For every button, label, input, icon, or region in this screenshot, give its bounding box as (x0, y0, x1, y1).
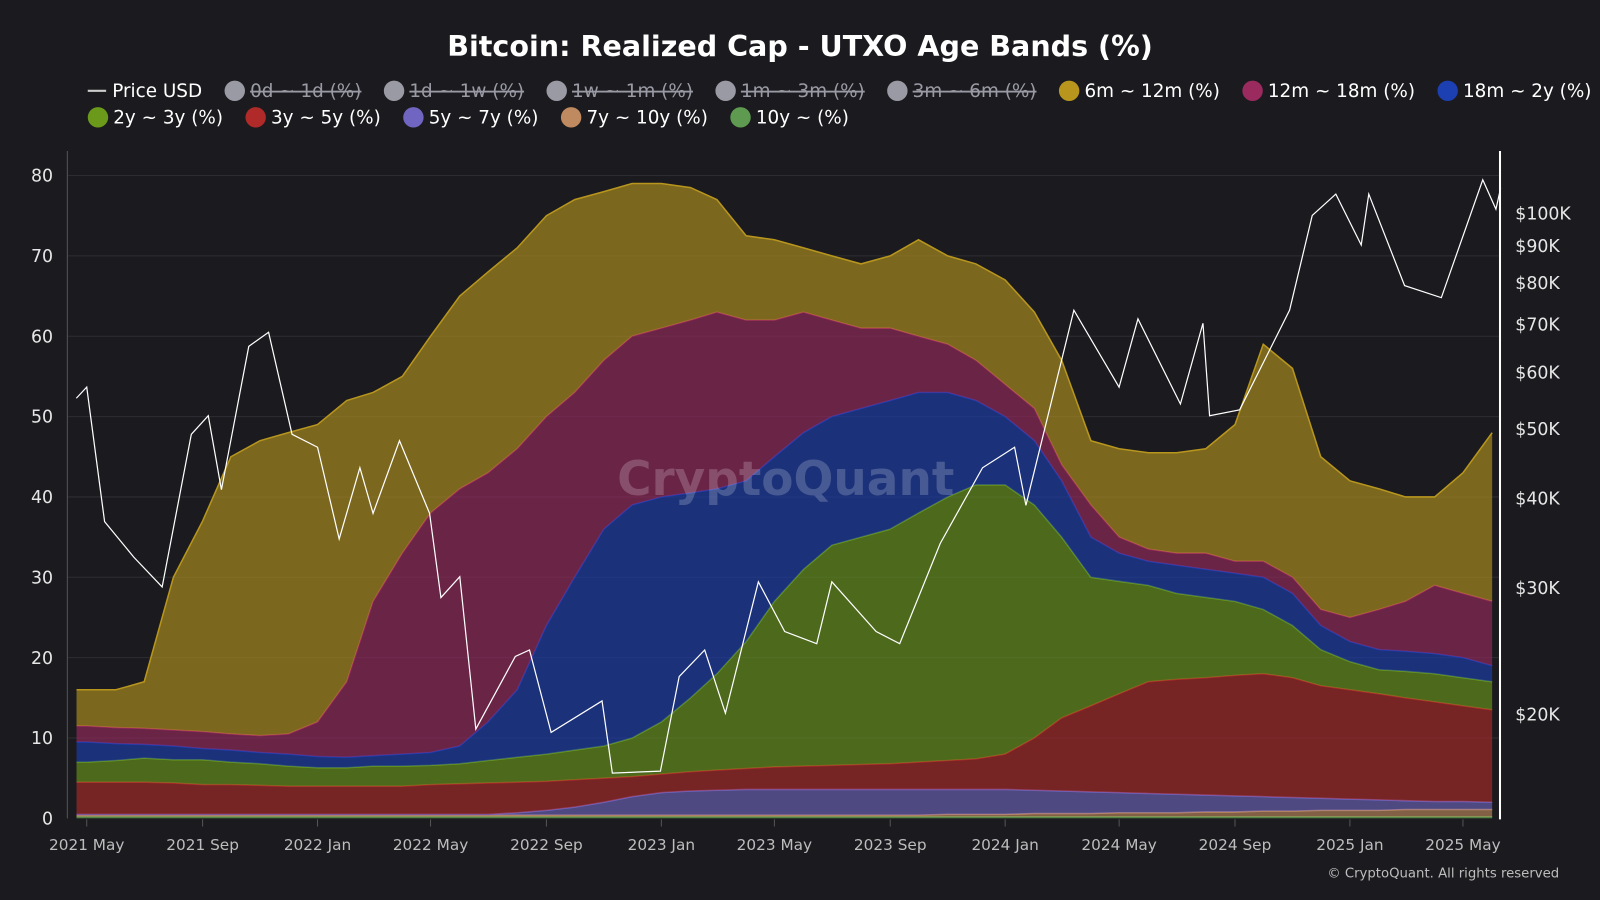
x-tick-label: 2022 Sep (510, 836, 583, 854)
legend-item[interactable]: 1d ~ 1w (%) (383, 80, 524, 102)
circle-swatch-icon (730, 107, 751, 128)
legend-label: 12m ~ 18m (%) (1268, 81, 1415, 102)
legend-item[interactable]: 10y ~ (%) (730, 107, 849, 128)
y-right-tick-label: $80K (1515, 274, 1560, 294)
x-tick-label: 2023 May (737, 836, 812, 854)
x-tick-label: 2025 Jan (1316, 836, 1383, 854)
stacked-areas (76, 182, 1493, 819)
y-right-tick-label: $70K (1515, 315, 1560, 335)
circle-swatch-icon (224, 80, 245, 102)
circle-swatch-icon (383, 80, 405, 102)
legend-item[interactable]: 5y ~ 7y (%) (403, 107, 538, 128)
legend-item[interactable]: 7y ~ 10y (%) (560, 107, 708, 128)
circle-swatch-icon (560, 107, 582, 128)
y-left-tick-label: 80 (31, 167, 53, 187)
y-left-tick-label: 10 (31, 729, 53, 749)
y-right-tick-label: $60K (1515, 363, 1560, 383)
copyright-footer: © CryptoQuant. All rights reserved (1327, 867, 1559, 882)
legend-item[interactable]: 2y ~ 3y (%) (87, 107, 223, 128)
legend-item[interactable]: 0d ~ 1d (%) (224, 80, 362, 102)
price-line-group (75, 178, 1502, 774)
area-5y-7y (76, 789, 1493, 816)
price-usd-line (75, 178, 1502, 774)
circle-swatch-icon (245, 107, 266, 128)
watermark: CryptoQuant (617, 452, 954, 507)
chart-title: Bitcoin: Realized Cap - UTXO Age Bands (… (447, 29, 1153, 63)
area-18m-2y (76, 392, 1493, 768)
y-left-tick-label: 70 (31, 247, 53, 267)
legend-item[interactable]: 3y ~ 5y (%) (245, 107, 381, 128)
y-left-tick-label: 50 (31, 408, 53, 428)
y-left-tick-label: 0 (42, 809, 53, 829)
circle-swatch-icon (715, 80, 736, 102)
area-7y-10y (76, 809, 1493, 817)
legend-label: 10y ~ (%) (756, 107, 849, 128)
y-left-tick-label: 20 (31, 649, 53, 669)
x-tick-label: 2022 May (393, 836, 468, 854)
x-tick-label: 2021 May (49, 836, 124, 854)
y-right-tick-label: $100K (1515, 204, 1571, 224)
legend-item[interactable]: 18m ~ 2y (%) (1437, 80, 1591, 102)
circle-swatch-icon (546, 80, 567, 102)
y-left-tick-label: 60 (31, 327, 53, 347)
x-tick-label: 2024 Sep (1199, 836, 1272, 854)
legend-label: 5y ~ 7y (%) (429, 107, 539, 128)
legend-item[interactable]: Price USD (87, 81, 202, 102)
area-3y-5y (76, 673, 1493, 815)
circle-swatch-icon (1058, 80, 1080, 102)
x-tick-label: 2023 Jan (628, 836, 695, 854)
x-tick-label: 2022 Jan (284, 836, 351, 854)
legend-item[interactable]: 1m ~ 3m (%) (715, 80, 865, 102)
x-tick-label: 2023 Sep (854, 836, 927, 854)
legend-label: 1d ~ 1w (%) (409, 81, 524, 102)
legend-label: 18m ~ 2y (%) (1463, 81, 1591, 102)
legend-label: Price USD (112, 81, 202, 102)
y-left-tick-label: 40 (31, 488, 53, 508)
legend-label: 7y ~ 10y (%) (586, 107, 707, 128)
legend-label: 0d ~ 1d (%) (250, 81, 361, 102)
legend-item[interactable]: 3m ~ 6m (%) (887, 80, 1037, 102)
y-right-tick-label: $40K (1515, 490, 1560, 510)
area-2y-3y (76, 484, 1493, 787)
x-tick-label: 2024 May (1081, 836, 1156, 854)
y-right-tick-label: $30K (1515, 579, 1560, 599)
circle-swatch-icon (1437, 80, 1458, 102)
circle-swatch-icon (403, 107, 424, 128)
circle-swatch-icon (1242, 80, 1263, 102)
y-left-tick-label: 30 (31, 568, 53, 588)
area-6m-12m (76, 183, 1493, 736)
legend-item[interactable]: 12m ~ 18m (%) (1242, 80, 1415, 102)
legend-label: 3m ~ 6m (%) (913, 81, 1037, 102)
x-tick-label: 2024 Jan (971, 836, 1038, 854)
x-tick-label: 2021 Sep (166, 836, 239, 854)
legend-label: 2y ~ 3y (%) (113, 107, 223, 128)
y-right-tick-label: $90K (1515, 237, 1560, 257)
legend-label: 3y ~ 5y (%) (271, 107, 381, 128)
legend: Price USD 0d ~ 1d (%) 1d ~ 1w (%) 1w ~ 1m (… (87, 80, 1591, 128)
circle-swatch-icon (887, 80, 908, 102)
legend-label: 6m ~ 12m (%) (1084, 81, 1219, 102)
legend-label: 1w ~ 1m (%) (572, 81, 693, 102)
legend-label: 1m ~ 3m (%) (741, 81, 865, 102)
axes: 0 10 20 30 40 50 60 70 80 $20K $30K $40K $50K $60K $70… (31, 167, 1571, 854)
area-12m-18m (76, 312, 1493, 758)
x-tick-label: 2025 May (1425, 836, 1500, 854)
legend-item[interactable]: 1w ~ 1m (%) (546, 80, 693, 102)
legend-item[interactable]: 6m ~ 12m (%) (1058, 80, 1220, 102)
circle-swatch-icon (87, 107, 109, 128)
y-right-tick-label: $20K (1515, 705, 1560, 725)
y-right-tick-label: $50K (1515, 420, 1560, 440)
area-edge-6m-12m (76, 182, 1493, 691)
